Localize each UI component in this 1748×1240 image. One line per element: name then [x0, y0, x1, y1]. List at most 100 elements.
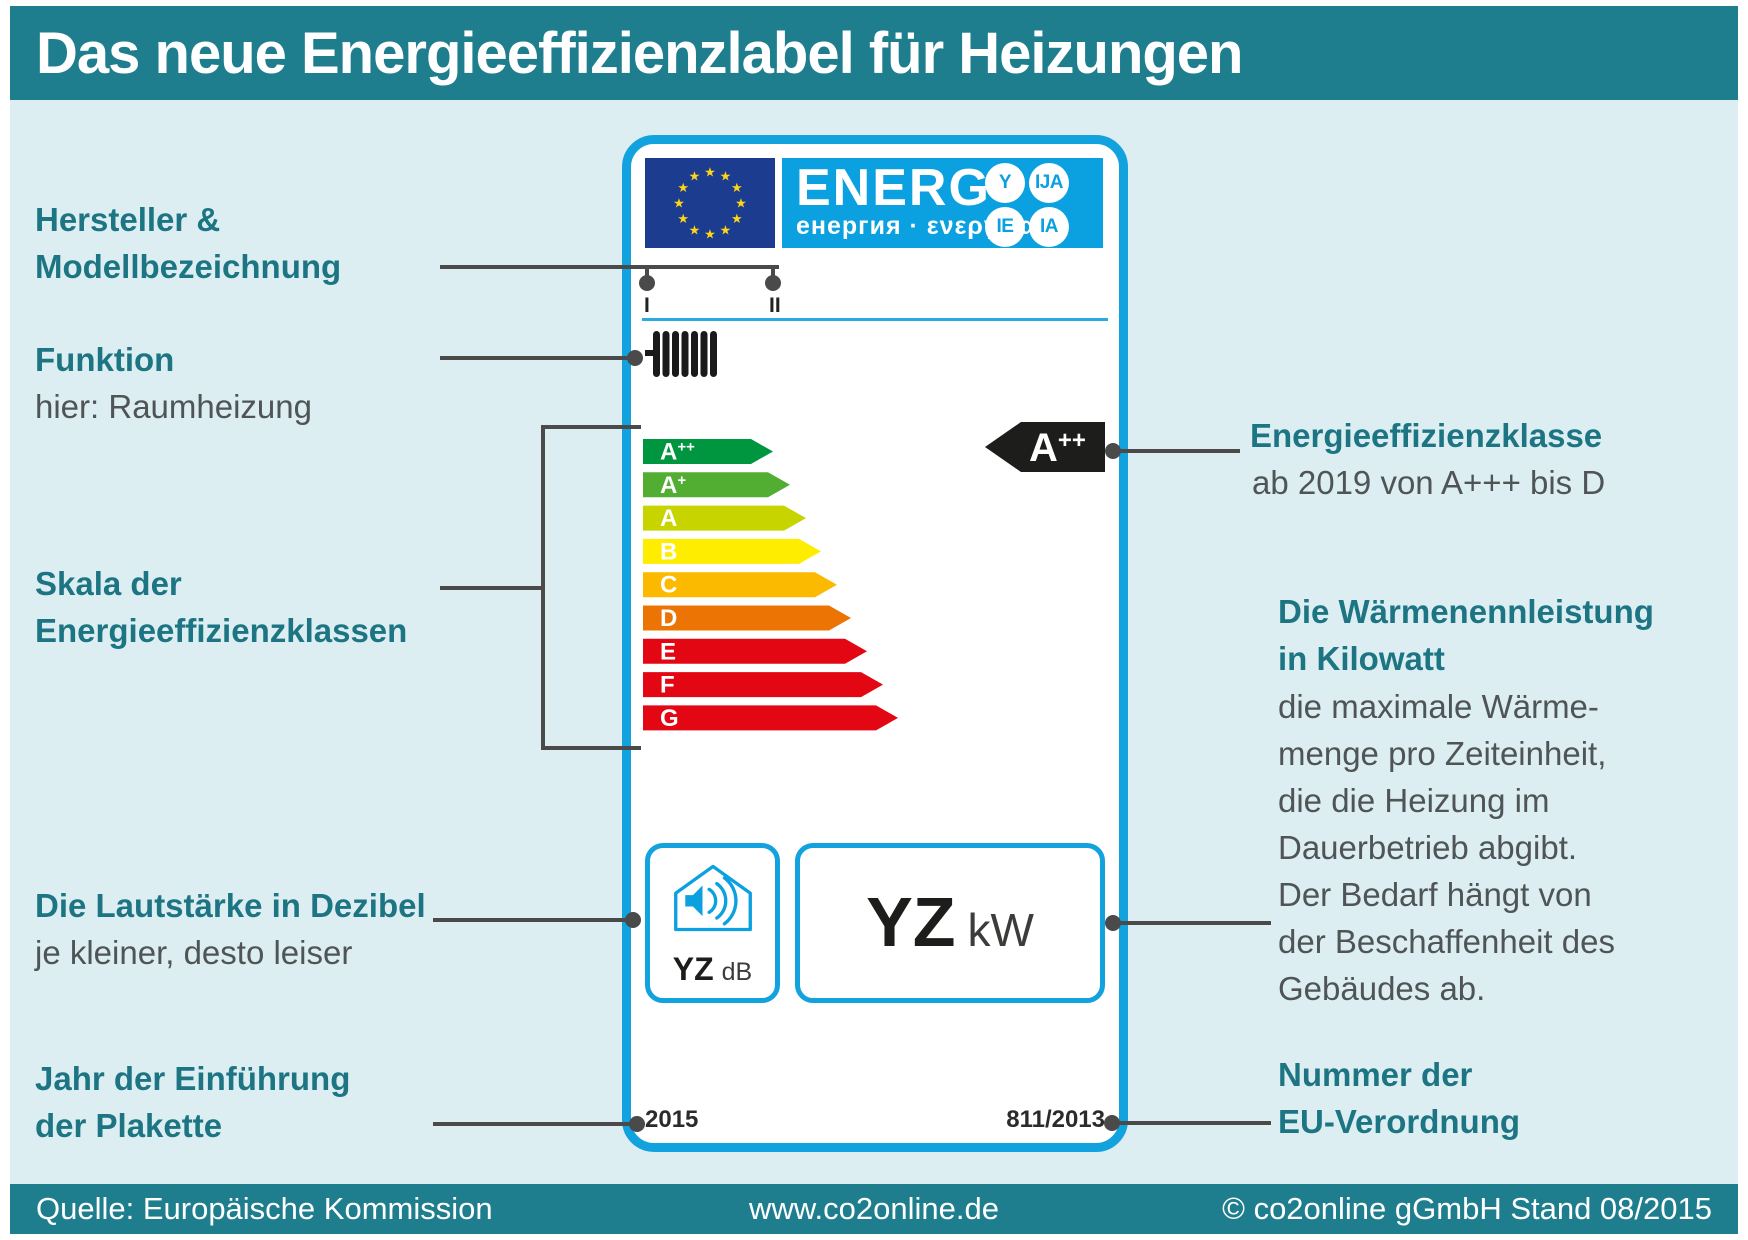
efficiency-class-arrow: A++	[985, 422, 1105, 472]
eu-star: ★	[704, 228, 716, 243]
eu-star: ★	[731, 181, 743, 196]
scale-bar-label: B	[660, 538, 677, 565]
annotation-heat-heading1: Die Wärmenennleistung	[1278, 593, 1654, 630]
footer-copyright: © co2online gGmbH Stand 08/2015	[1222, 1191, 1712, 1226]
eu-star: ★	[673, 197, 685, 212]
connector-class	[1113, 449, 1240, 453]
energ-badge-ia: IA	[1029, 207, 1069, 247]
page-title: Das neue Energieeffizienzlabel für Heizu…	[36, 20, 1243, 86]
annotation-heat-body-line: Dauerbetrieb abgibt.	[1278, 829, 1578, 866]
energ-badge-y: Y	[985, 163, 1025, 203]
connector-year	[433, 1122, 639, 1126]
noise-value: YZ	[672, 951, 714, 987]
annotation-scale-line2: Energieeffizienzklassen	[35, 612, 408, 649]
scale-bar-label: E	[660, 638, 676, 665]
connector-function	[440, 356, 637, 360]
annotation-regulation-line1: Nummer der	[1278, 1056, 1473, 1093]
connector-regulation	[1112, 1121, 1271, 1125]
annotation-heat-body-line: der Beschaffenheit des	[1278, 923, 1615, 960]
scale-bar-label: A	[660, 505, 677, 532]
scale-bar-label: C	[660, 572, 677, 599]
power-box: YZ kW	[795, 843, 1105, 1003]
label-regulation-number: 811/2013	[1006, 1106, 1105, 1133]
radiator-icon	[645, 331, 717, 377]
eu-star: ★	[720, 223, 732, 238]
connector-dot	[639, 275, 655, 291]
annotation-heat-body-line: die maximale Wärme-	[1278, 688, 1599, 725]
eu-star: ★	[677, 181, 689, 196]
scale-bar-d	[643, 605, 851, 631]
label-year: 2015	[645, 1106, 699, 1133]
connector-scale	[440, 586, 545, 590]
annotation-heat-body-line: Der Bedarf hängt von	[1278, 876, 1592, 913]
annotation-regulation-line2: EU-Verordnung	[1278, 1103, 1521, 1140]
eu-star: ★	[689, 170, 701, 185]
energ-badge-ija: IJA	[1029, 163, 1069, 203]
eu-star: ★	[677, 212, 689, 227]
connector-manufacturer-drop2	[771, 265, 775, 279]
annotation-manufacturer-line2: Modellbezeichnung	[35, 248, 342, 285]
energ-logo-text: ENERG	[796, 159, 991, 217]
connector-dot	[627, 350, 643, 366]
eu-star: ★	[735, 197, 747, 212]
connector-scale-top	[541, 425, 641, 429]
annotation-function-sub: hier: Raumheizung	[35, 388, 312, 425]
annotation-manufacturer-line1: Hersteller &	[35, 201, 221, 238]
energy-label-card: ★ ★ ★ ★ ★ ★ ★ ★ ★ ★ ★ ★ ENERG енергия · ενεργεια Y …	[622, 135, 1128, 1152]
annotation-loudness-sub: je kleiner, desto leiser	[35, 934, 353, 971]
connector-power	[1113, 921, 1271, 925]
connector-dot	[629, 1116, 645, 1132]
footer-bar: Quelle: Europäische Kommission www.co2on…	[10, 1184, 1738, 1234]
annotation-heat-body-line: Gebäudes ab.	[1278, 970, 1486, 1007]
scale-bar-label: G	[660, 705, 679, 731]
eu-star: ★	[731, 212, 743, 227]
annotation-scale-line1: Skala der	[35, 565, 182, 602]
svg-text:A++: A++	[1029, 426, 1086, 470]
annotation-heat-body-line: menge pro Zeiteinheit,	[1278, 735, 1607, 772]
header-bar: Das neue Energieeffizienzlabel für Heizu…	[10, 6, 1738, 100]
connector-manufacturer-drop1	[645, 265, 649, 279]
eu-star: ★	[720, 170, 732, 185]
scale-bar-g	[643, 705, 898, 731]
annotation-class-heading: Energieeffizienzklasse	[1250, 417, 1603, 454]
scale-bar-a++	[643, 439, 773, 464]
annotation-class-sub: ab 2019 von A+++ bis D	[1252, 464, 1606, 501]
energ-badge-ie: IE	[985, 207, 1025, 247]
connector-loudness	[433, 918, 635, 922]
marker-i: I	[644, 294, 650, 317]
noise-box: YZ dB	[645, 843, 780, 1003]
noise-unit: dB	[721, 958, 753, 986]
scale-bar-label: D	[660, 605, 677, 632]
energ-logo: ENERG енергия · ενεργεια Y IJA IE IA	[782, 158, 1103, 248]
annotation-heat-body-line: die die Heizung im	[1278, 782, 1550, 819]
annotation-year-line2: der Plakette	[35, 1107, 223, 1144]
power-value: YZ	[866, 883, 956, 961]
marker-ii: II	[769, 294, 781, 317]
eu-star: ★	[689, 223, 701, 238]
connector-dot	[1104, 1115, 1120, 1131]
scale-bar-e	[643, 638, 867, 664]
annotation-loudness-heading: Die Lautstärke in Dezibel	[35, 887, 426, 924]
connector-dot	[765, 275, 781, 291]
eu-flag: ★ ★ ★ ★ ★ ★ ★ ★ ★ ★ ★ ★	[645, 158, 775, 248]
annotation-function-heading: Funktion	[35, 341, 175, 378]
annotation-year-line1: Jahr der Einführung	[35, 1060, 351, 1097]
connector-scale-bottom	[541, 746, 641, 750]
scale-bar-label: F	[660, 672, 675, 699]
connector-dot	[1105, 915, 1121, 931]
scale-bar-a	[643, 505, 806, 531]
connector-dot	[625, 912, 641, 928]
footer-website: www.co2online.de	[749, 1191, 999, 1226]
scale-bar-a+	[643, 472, 790, 498]
scale-bar-c	[643, 572, 837, 598]
annotation-heat-heading2: in Kilowatt	[1278, 640, 1445, 677]
connector-manufacturer	[440, 265, 779, 269]
scale-bar-b	[643, 538, 821, 564]
scale-bar-f	[643, 672, 883, 698]
connector-dot	[1105, 443, 1121, 459]
footer-source: Quelle: Europäische Kommission	[36, 1191, 493, 1226]
power-unit: kW	[967, 904, 1034, 956]
annotation-heat-body: die maximale Wärme- menge pro Zeiteinhei…	[1278, 683, 1615, 1012]
